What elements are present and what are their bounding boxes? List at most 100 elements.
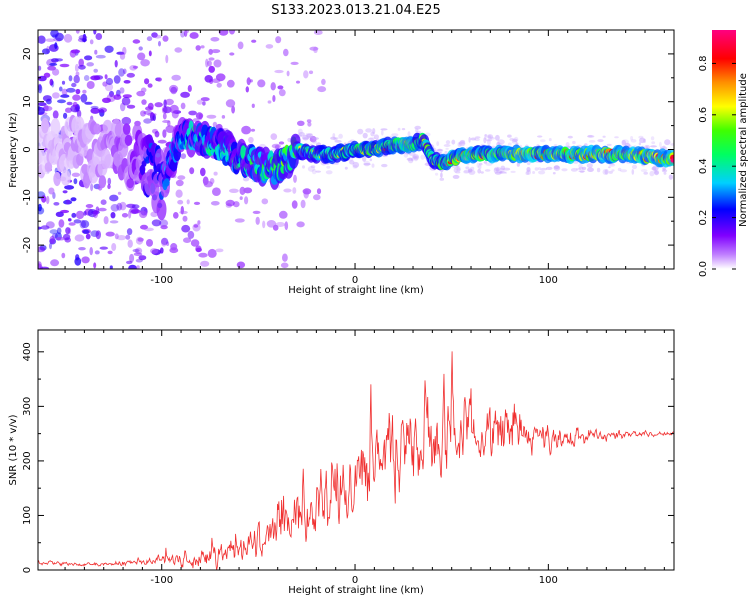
noise-speck (169, 104, 179, 114)
noise-speck (140, 59, 150, 67)
noise-speck (74, 63, 79, 72)
noise-speck (248, 136, 254, 144)
y-tick-label: 400 (22, 342, 33, 361)
spectrogram-y-ticks: -20 -10 0 10 20 (22, 29, 674, 270)
noise-speck (306, 119, 312, 123)
noise-speck (483, 161, 488, 164)
noise-speck (123, 68, 127, 75)
noise-speck (445, 147, 449, 150)
noise-speck (465, 166, 470, 170)
noise-speck (280, 262, 289, 269)
noise-speck (104, 74, 108, 80)
noise-speck (332, 133, 336, 139)
noise-speck (90, 183, 94, 192)
noise-speck (445, 140, 451, 145)
noise-speck (180, 91, 191, 98)
noise-speck (455, 165, 460, 168)
noise-speck (193, 201, 201, 205)
noise-speck (639, 137, 646, 144)
noise-speck (165, 125, 175, 133)
noise-speck (664, 139, 671, 146)
noise-speck (40, 225, 50, 230)
y-tick-label: 0 (22, 146, 33, 152)
noise-speck (460, 139, 466, 144)
noise-speck (650, 136, 655, 141)
noise-speck (487, 135, 492, 139)
noise-speck (72, 94, 81, 101)
noise-speck (338, 133, 343, 139)
noise-speck (162, 129, 167, 138)
noise-speck (275, 222, 286, 227)
noise-speck (234, 218, 245, 223)
noise-speck (202, 101, 206, 106)
noise-speck (161, 237, 169, 245)
noise-speck (643, 171, 648, 175)
noise-speck (344, 166, 348, 170)
noise-speck (315, 170, 322, 173)
noise-speck (72, 101, 78, 108)
noise-speck (41, 195, 47, 203)
noise-speck (468, 169, 476, 175)
noise-speck (316, 188, 322, 195)
noise-speck (412, 154, 419, 159)
noise-speck (200, 45, 205, 49)
noise-speck (180, 153, 187, 160)
noise-speck (95, 54, 106, 59)
snr-x-ticks: -100 0 100 (64, 330, 665, 586)
noise-speck (52, 110, 59, 119)
noise-speck (97, 207, 107, 212)
noise-speck (321, 78, 326, 85)
ridge-inner (163, 178, 170, 187)
noise-speck (95, 206, 100, 213)
spectrogram-heatmap (38, 30, 674, 269)
noise-speck (82, 229, 90, 234)
noise-speck (282, 253, 288, 262)
noise-speck (207, 60, 212, 67)
noise-speck (45, 38, 55, 42)
colorbar-tick-label: 0.0 (698, 261, 709, 277)
ridge-outer (38, 146, 45, 164)
ridge-mid (98, 175, 107, 189)
noise-speck (140, 224, 148, 230)
figure-title: S133.2023.013.21.04.E25 (271, 3, 440, 18)
noise-speck (46, 195, 50, 205)
noise-speck (608, 170, 613, 174)
noise-speck (128, 264, 137, 269)
noise-speck (40, 266, 50, 269)
noise-speck (73, 75, 80, 84)
noise-speck (467, 168, 473, 173)
noise-speck (369, 137, 376, 140)
noise-speck (670, 143, 674, 146)
noise-speck (70, 49, 81, 54)
ridge-outer (156, 198, 167, 221)
noise-speck (146, 36, 153, 42)
noise-speck (540, 167, 548, 171)
noise-speck (162, 106, 172, 114)
noise-speck (179, 210, 188, 215)
noise-speck (121, 116, 132, 125)
noise-speck (257, 79, 266, 88)
noise-speck (513, 136, 519, 142)
noise-speck (581, 166, 587, 171)
noise-speck (78, 34, 88, 41)
noise-speck (611, 169, 615, 172)
noise-speck (265, 44, 274, 49)
noise-speck (604, 169, 609, 175)
noise-speck (602, 135, 606, 138)
noise-speck (64, 185, 75, 190)
noise-speck (483, 137, 487, 144)
noise-speck (125, 234, 131, 240)
noise-speck (654, 170, 659, 176)
noise-speck (631, 164, 638, 170)
noise-speck (302, 137, 309, 140)
y-tick-label: 300 (22, 397, 33, 416)
noise-speck (205, 58, 209, 68)
noise-speck (210, 201, 220, 206)
noise-speck (61, 252, 66, 259)
noise-speck (334, 140, 342, 143)
noise-speck (166, 241, 170, 246)
noise-speck (169, 84, 179, 93)
noise-speck (587, 135, 595, 138)
noise-speck (102, 97, 111, 104)
